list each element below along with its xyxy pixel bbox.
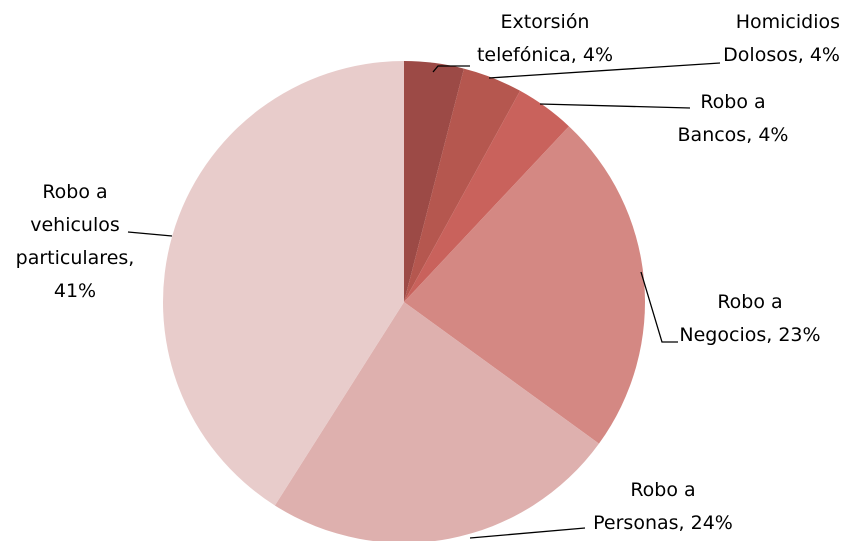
value-label: 23%	[778, 324, 821, 346]
value-label: 41%	[53, 280, 97, 302]
slice-label: Robo a vehiculos particulares 41%	[5, 176, 145, 308]
pie-slice	[404, 126, 646, 444]
slice-label: Extorsión telefónica 4%	[470, 6, 620, 72]
category-label: Extorsión telefónica	[477, 11, 590, 66]
leader-line	[539, 103, 691, 109]
leader-line	[488, 62, 721, 79]
pie-slice	[404, 61, 464, 302]
category-label: Robo a Bancos	[678, 91, 766, 146]
leader-line	[127, 231, 173, 237]
value-label: 4%	[758, 124, 789, 146]
value-label: 4%	[809, 44, 840, 66]
leader-line	[469, 527, 586, 539]
slice-label: Robo a Negocios 23%	[675, 286, 825, 352]
pie-slice	[274, 302, 599, 541]
slice-label: Robo a Bancos 4%	[668, 86, 798, 152]
slice-label: Homicidios Dolosos 4%	[706, 6, 840, 72]
value-label: 24%	[690, 512, 733, 534]
pie-slice	[163, 61, 404, 506]
pie-slice	[404, 90, 569, 302]
value-label: 4%	[582, 44, 614, 66]
category-label: Robo a Negocios	[679, 291, 782, 346]
slice-label: Robo a Personas 24%	[588, 474, 738, 540]
category-label: Robo a vehiculos particulares	[16, 181, 135, 269]
category-label: Robo a Personas	[593, 479, 696, 534]
leader-line	[432, 65, 470, 73]
leader-line	[640, 271, 678, 343]
pie-slice	[404, 68, 521, 302]
